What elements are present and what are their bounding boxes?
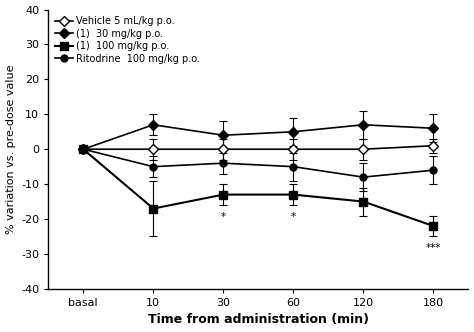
X-axis label: Time from administration (min): Time from administration (min) bbox=[148, 313, 369, 326]
Text: ***: *** bbox=[426, 243, 441, 253]
Text: *: * bbox=[221, 212, 226, 222]
Text: *: * bbox=[291, 212, 296, 222]
Legend: Vehicle 5 mL/kg p.o., (1)  30 mg/kg p.o., (1)  100 mg/kg p.o., Ritodrine  100 mg: Vehicle 5 mL/kg p.o., (1) 30 mg/kg p.o.,… bbox=[53, 14, 202, 66]
Y-axis label: % variation vs. pre-dose value: % variation vs. pre-dose value bbox=[6, 64, 16, 234]
